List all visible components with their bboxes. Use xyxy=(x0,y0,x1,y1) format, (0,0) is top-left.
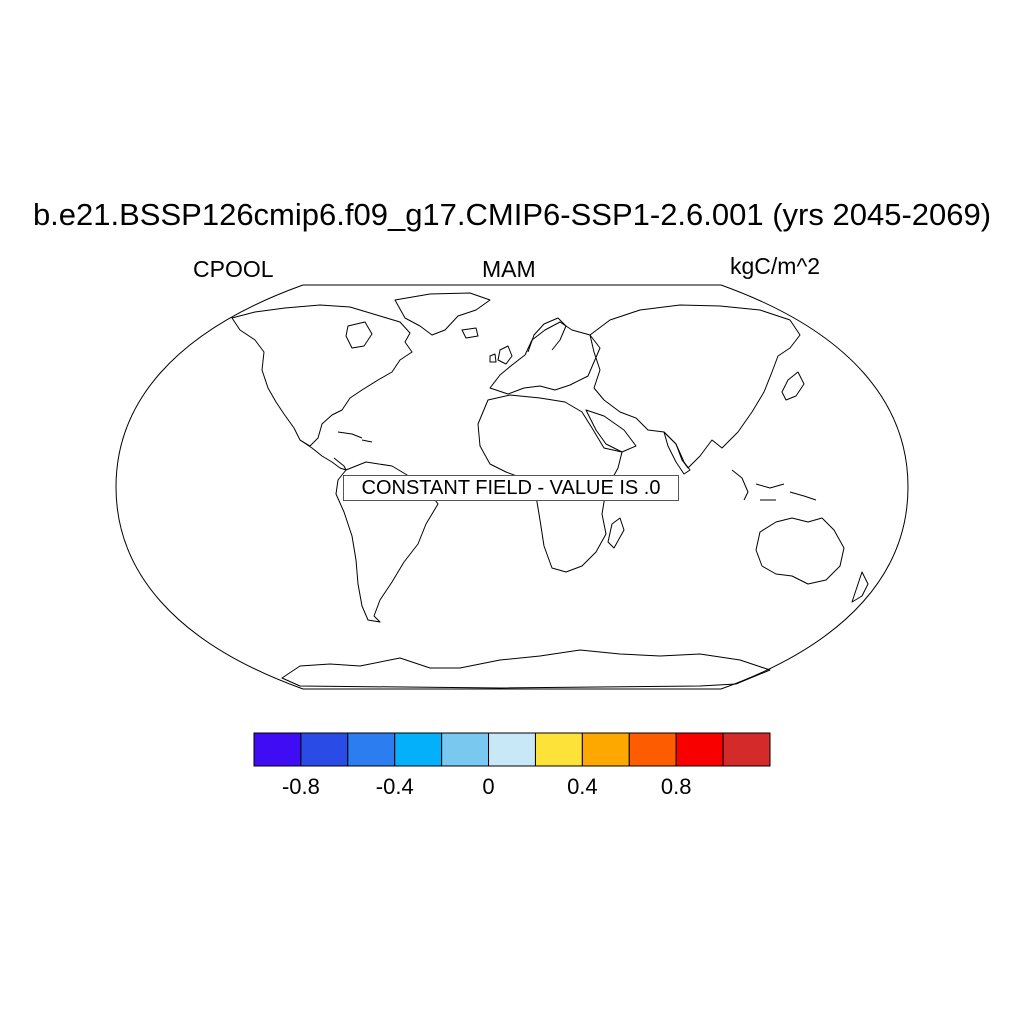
season-label: MAM xyxy=(482,256,536,282)
north-america-coastline xyxy=(231,304,413,447)
colorbar-tick-label: -0.8 xyxy=(282,774,320,799)
new-zealand xyxy=(851,571,869,603)
iceland xyxy=(461,327,479,339)
british-isles xyxy=(489,345,513,365)
madagascar xyxy=(607,517,625,549)
colorbar-swatch-10 xyxy=(722,732,771,767)
colorbar-swatch-9 xyxy=(675,732,724,767)
colorbar-swatch-7 xyxy=(581,732,630,767)
colorbar-tick-label: -0.4 xyxy=(376,774,414,799)
africa-coastline xyxy=(477,394,623,573)
hudson-bay xyxy=(345,321,373,349)
arabian-peninsula xyxy=(585,409,637,453)
southeast-asia-islands xyxy=(731,469,817,501)
colorbar-swatch-2 xyxy=(347,732,396,767)
caribbean-islands xyxy=(337,431,373,443)
units-label: kgC/m^2 xyxy=(730,253,821,279)
variable-label: CPOOL xyxy=(193,256,274,282)
greenland-coastline xyxy=(394,292,491,336)
colorbar-swatch-5 xyxy=(488,732,536,767)
colorbar-swatch-8 xyxy=(628,732,677,767)
colorbar-swatch-0 xyxy=(253,732,302,767)
colorbar-tick-label: 0.4 xyxy=(567,774,598,799)
antarctica-coastline xyxy=(281,649,771,689)
australia-coastline xyxy=(755,517,845,585)
map-frame xyxy=(115,284,909,690)
colorbar-swatch-4 xyxy=(441,732,490,767)
colorbar-tick-label: 0 xyxy=(482,774,494,799)
asia-coastline xyxy=(589,304,801,469)
europe-coastline xyxy=(489,321,601,395)
central-america-coastline xyxy=(299,439,347,471)
colorbar-swatch-1 xyxy=(300,732,349,767)
colorbar-swatch-3 xyxy=(394,732,443,767)
constant-field-message: CONSTANT FIELD - VALUE IS .0 xyxy=(343,475,679,501)
india-peninsula xyxy=(663,431,691,475)
scandinavia-coastline xyxy=(527,317,567,353)
colorbar-swatch-6 xyxy=(534,732,583,767)
plot-title: b.e21.BSSP126cmip6.f09_g17.CMIP6-SSP1-2.… xyxy=(32,197,992,232)
japan-islands xyxy=(781,371,805,401)
colorbar-tick-label: 0.8 xyxy=(661,774,692,799)
